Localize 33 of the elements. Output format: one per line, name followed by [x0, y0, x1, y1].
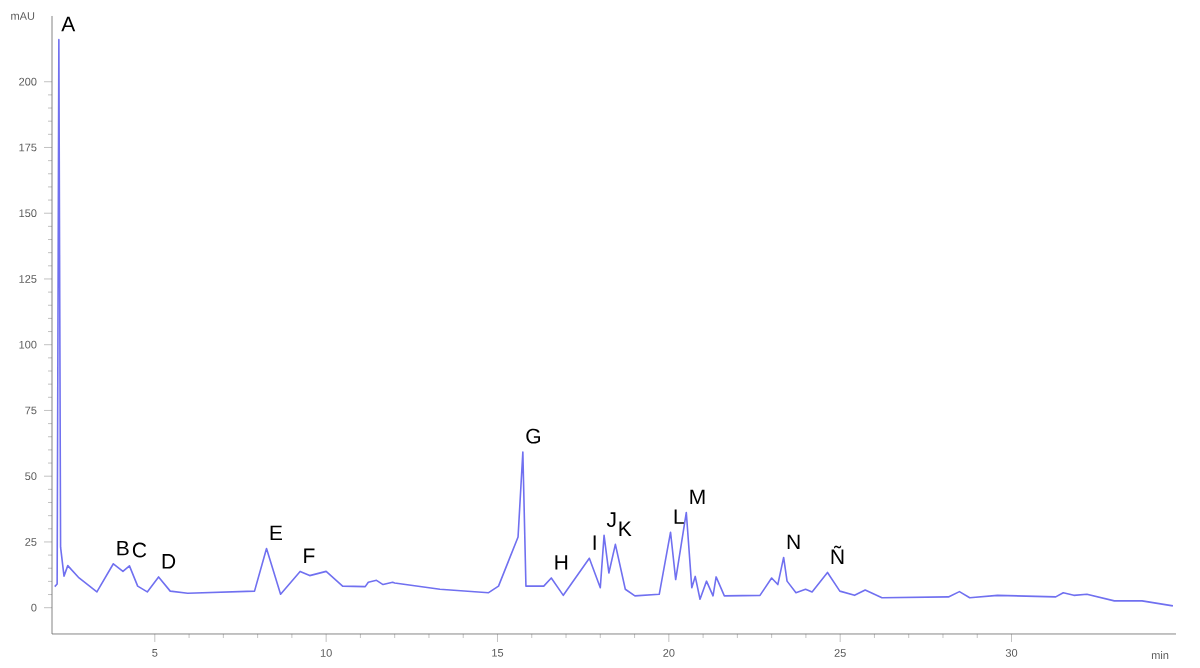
annotation: B [117, 540, 129, 556]
y-tick-label: 25 [25, 538, 37, 546]
x-tick-label: 20 [663, 649, 675, 657]
annotation: H [555, 555, 568, 570]
annotation: I [593, 535, 596, 550]
annotation: K [619, 521, 632, 536]
x-tick-label: 10 [320, 649, 332, 657]
y-tick-label: 200 [19, 77, 37, 86]
annotation: C [132, 542, 147, 558]
annotation: G [526, 428, 540, 444]
x-tick-label: 15 [492, 649, 504, 657]
y-tick-label: 125 [19, 275, 37, 283]
y-tick-label: 0 [31, 603, 37, 612]
annotation: F [304, 548, 315, 563]
x-tick-label: 30 [1005, 649, 1018, 657]
annotation: M [690, 489, 705, 505]
annotation: N [787, 534, 800, 550]
annotation: D [162, 554, 176, 569]
y-tick-label: 100 [19, 340, 37, 349]
x-axis-title: min [1151, 651, 1169, 660]
y-tick-label: 75 [25, 406, 37, 415]
annotation: E [270, 525, 283, 541]
line-series [53, 38, 1174, 607]
annotation: J [606, 512, 616, 527]
y-tick-label: 50 [25, 472, 37, 481]
annotation: A [61, 16, 76, 32]
x-tick-label: 25 [834, 649, 846, 657]
y-axis-title: mAU [11, 12, 35, 20]
y-tick-label: 175 [19, 143, 37, 152]
y-tick-label: 150 [19, 209, 37, 218]
annotation: Ñ [831, 545, 844, 565]
annotation: L [674, 509, 684, 524]
x-tick-label: 5 [152, 649, 158, 657]
